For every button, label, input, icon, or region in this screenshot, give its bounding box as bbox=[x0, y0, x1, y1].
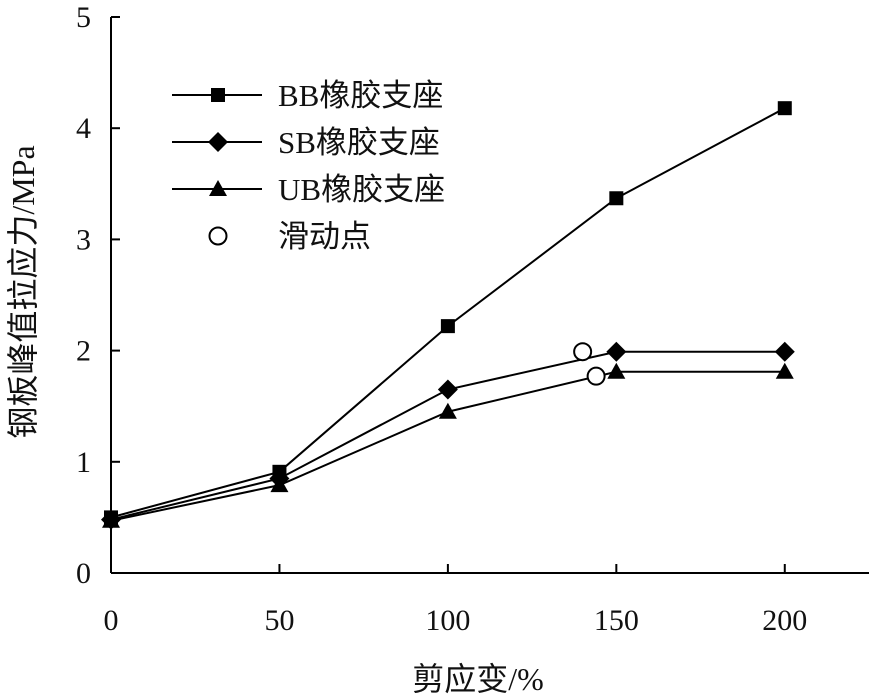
annotation-layer bbox=[573, 342, 606, 386]
series-2-point bbox=[437, 379, 458, 400]
y-axis-ticks: 0 1 2 3 4 5 bbox=[76, 1, 120, 590]
series-line-2 bbox=[110, 350, 785, 521]
series-2-point bbox=[774, 341, 795, 362]
x-tick-label: 50 bbox=[264, 604, 294, 637]
legend-marker bbox=[211, 88, 225, 102]
y-tick-label: 0 bbox=[76, 557, 91, 590]
y-tick-label: 4 bbox=[76, 112, 91, 145]
legend-marker bbox=[208, 226, 228, 246]
slip-point-marker bbox=[586, 366, 606, 386]
y-tick-label: 2 bbox=[76, 335, 91, 368]
series-3-point bbox=[775, 362, 794, 379]
series-3-point bbox=[270, 476, 289, 493]
legend-label: 滑动点 bbox=[278, 219, 371, 254]
legend-label: BB橡胶支座 bbox=[278, 78, 443, 113]
series-3-point bbox=[102, 511, 120, 528]
y-axis-title: 钢板峰值拉应力/MPa bbox=[5, 145, 41, 438]
y-tick-label: 5 bbox=[76, 1, 91, 34]
series-layer bbox=[101, 101, 795, 530]
y-tick-label: 3 bbox=[76, 223, 91, 256]
series-1-point bbox=[777, 101, 792, 116]
series-1-point bbox=[609, 191, 624, 206]
legend-label: SB橡胶支座 bbox=[278, 125, 440, 160]
x-tick-label: 100 bbox=[425, 604, 470, 637]
legend-label: UB橡胶支座 bbox=[278, 172, 445, 207]
series-1-point bbox=[440, 319, 455, 334]
legend-marker bbox=[209, 180, 227, 196]
x-axis-ticks: 0 50 100 150 200 bbox=[104, 564, 807, 637]
x-tick-label: 200 bbox=[762, 604, 807, 637]
series-2-point bbox=[606, 341, 627, 362]
x-tick-label: 150 bbox=[594, 604, 639, 637]
x-axis-title: 剪应变/% bbox=[412, 661, 544, 697]
series-3-point bbox=[607, 362, 626, 379]
series-line-1 bbox=[110, 107, 786, 519]
y-tick-label: 1 bbox=[76, 446, 91, 479]
x-tick-label: 0 bbox=[104, 604, 119, 637]
series-3-point bbox=[438, 402, 457, 419]
legend-marker bbox=[208, 132, 228, 152]
slip-point-marker bbox=[573, 342, 593, 362]
axes bbox=[110, 17, 869, 574]
